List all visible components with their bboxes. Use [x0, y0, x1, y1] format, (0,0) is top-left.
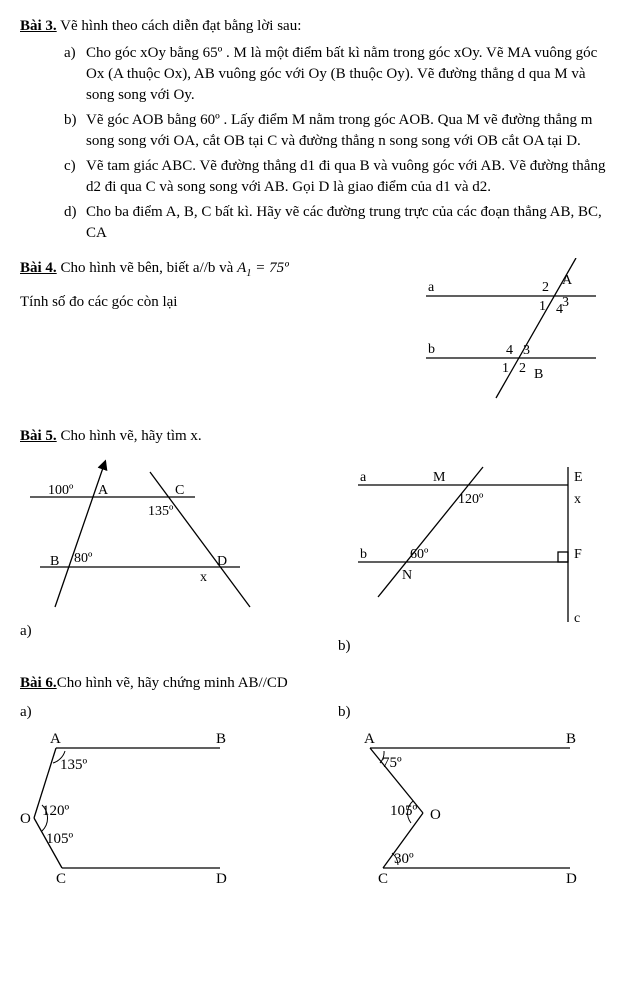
label: b): [64, 110, 86, 152]
b-2: 2: [519, 361, 526, 376]
l60: 60º: [410, 547, 429, 562]
a-4: 4: [556, 302, 563, 317]
l75: 75º: [382, 755, 402, 771]
lF: F: [574, 547, 582, 562]
b-3: 3: [523, 343, 530, 358]
D: D: [566, 871, 577, 883]
l120: 120º: [458, 492, 484, 507]
B: B: [566, 731, 576, 747]
text: Vẽ góc AOB bằng 60º . Lấy điểm M nằm tro…: [86, 110, 616, 152]
l135: 135º: [148, 504, 174, 519]
bai3-item-d: d)Cho ba điểm A, B, C bất kì. Hãy vẽ các…: [64, 202, 616, 244]
lc: c: [574, 611, 580, 626]
bai4-line1: Cho hình vẽ bên, biết a//b và: [57, 260, 237, 276]
bai3-item-a: a)Cho góc xOy bằng 65º . M là một điểm b…: [64, 43, 616, 106]
C: C: [378, 871, 388, 883]
bai6-sub-a: a): [20, 702, 298, 723]
text: Cho ba điểm A, B, C bất kì. Hãy vẽ các đ…: [86, 202, 616, 244]
b-4: 4: [506, 343, 513, 358]
O: O: [430, 807, 441, 823]
label: c): [64, 156, 86, 198]
bai6-figB: b) A B 75º 105º O 30º C D: [338, 698, 616, 883]
bai5-sub-b: b): [338, 636, 616, 657]
l105: 105º: [390, 803, 418, 819]
a-3: 3: [562, 295, 569, 310]
text: Cho góc xOy bằng 65º . M là một điểm bất…: [86, 43, 616, 106]
bai6-intro: Cho hình vẽ, hãy chứng minh AB//CD: [57, 675, 288, 691]
label-A: A: [562, 273, 573, 288]
lM: M: [433, 470, 446, 485]
O: O: [20, 811, 31, 827]
bai5-sub-a: a): [20, 621, 298, 642]
l80: 80º: [74, 551, 93, 566]
bai5-heading: Bài 5.: [20, 428, 57, 444]
label: a): [64, 43, 86, 106]
l100: 100º: [48, 483, 74, 498]
la: a: [360, 470, 367, 485]
label: d): [64, 202, 86, 244]
lb: b: [360, 547, 367, 562]
bai5-figA: 100º A C 135º B 80º D x a): [20, 457, 298, 657]
bai3-heading: Bài 3.: [20, 18, 57, 34]
a-2: 2: [542, 280, 549, 295]
lA: A: [98, 483, 109, 498]
label-B: B: [534, 367, 543, 382]
label-a: a: [428, 280, 435, 295]
bai4-cond: A1 = 75º: [237, 260, 289, 276]
bai4: Bài 4. Cho hình vẽ bên, biết a//b và A1 …: [20, 258, 616, 408]
lB: B: [50, 554, 59, 569]
l135: 135º: [60, 757, 88, 773]
lC: C: [175, 483, 184, 498]
lD: D: [217, 554, 227, 569]
lx: x: [574, 492, 581, 507]
bai6-sub-b: b): [338, 702, 616, 723]
bai6-figA: a) A B 135º O 120º 105º C D: [20, 698, 298, 883]
bai6-heading: Bài 6.: [20, 675, 57, 691]
lx: x: [200, 570, 207, 585]
bai3-item-c: c)Vẽ tam giác ABC. Vẽ đường thẳng d1 đi …: [64, 156, 616, 198]
bai4-line2: Tính số đo các góc còn lại: [20, 292, 406, 313]
a-1: 1: [539, 299, 546, 314]
bai6: Bài 6.Cho hình vẽ, hãy chứng minh AB//CD…: [20, 673, 616, 883]
bai4-figure: a b A B 2 3 1 4 4 3 1 2: [406, 258, 616, 408]
l105: 105º: [46, 831, 74, 847]
lN: N: [402, 568, 412, 583]
bai5: Bài 5. Cho hình vẽ, hãy tìm x. 100º A C …: [20, 426, 616, 657]
bai5-figB: a M E 120º x b 60º F N c b): [338, 457, 616, 657]
bai3-intro: Vẽ hình theo cách diễn đạt bằng lời sau:: [57, 18, 302, 34]
text: Vẽ tam giác ABC. Vẽ đường thẳng d1 đi qu…: [86, 156, 616, 198]
A: A: [50, 731, 61, 747]
bai3-items: a)Cho góc xOy bằng 65º . M là một điểm b…: [20, 43, 616, 244]
bai5-intro: Cho hình vẽ, hãy tìm x.: [57, 428, 202, 444]
bai3-item-b: b)Vẽ góc AOB bằng 60º . Lấy điểm M nằm t…: [64, 110, 616, 152]
lE: E: [574, 470, 583, 485]
bai4-text: Bài 4. Cho hình vẽ bên, biết a//b và A1 …: [20, 258, 406, 313]
D: D: [216, 871, 227, 883]
bai3: Bài 3. Vẽ hình theo cách diễn đạt bằng l…: [20, 16, 616, 244]
label-b: b: [428, 342, 435, 357]
b-1: 1: [502, 361, 509, 376]
A: A: [364, 731, 375, 747]
bai4-heading: Bài 4.: [20, 260, 57, 276]
B: B: [216, 731, 226, 747]
C: C: [56, 871, 66, 883]
